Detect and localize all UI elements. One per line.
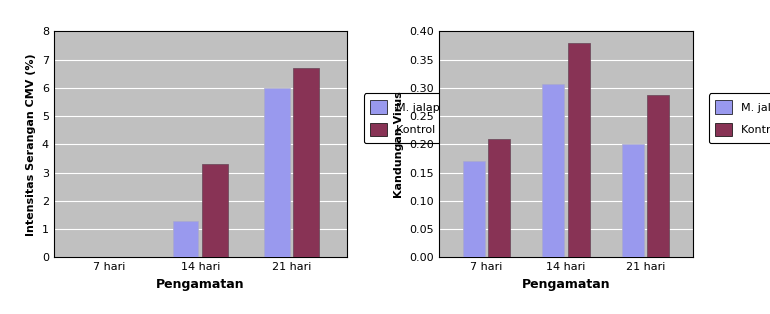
Bar	[202, 164, 228, 257]
Bar	[293, 68, 319, 257]
Bar	[264, 88, 290, 257]
Bar	[463, 161, 485, 257]
Legend: M. jalapa, Kontrol +: M. jalapa, Kontrol +	[708, 94, 770, 143]
Bar	[488, 139, 511, 257]
Bar	[621, 144, 644, 257]
Y-axis label: Intensitas Serangan CMV (%): Intensitas Serangan CMV (%)	[26, 53, 36, 236]
X-axis label: Pengamatan: Pengamatan	[521, 278, 611, 291]
Bar	[567, 43, 590, 257]
Y-axis label: Kandungan Virus: Kandungan Virus	[393, 91, 403, 198]
Legend: M. jalapa, Kontrol +: M. jalapa, Kontrol +	[363, 94, 455, 143]
Bar	[647, 95, 669, 257]
Bar	[172, 221, 199, 257]
X-axis label: Pengamatan: Pengamatan	[156, 278, 245, 291]
Bar	[542, 84, 564, 257]
